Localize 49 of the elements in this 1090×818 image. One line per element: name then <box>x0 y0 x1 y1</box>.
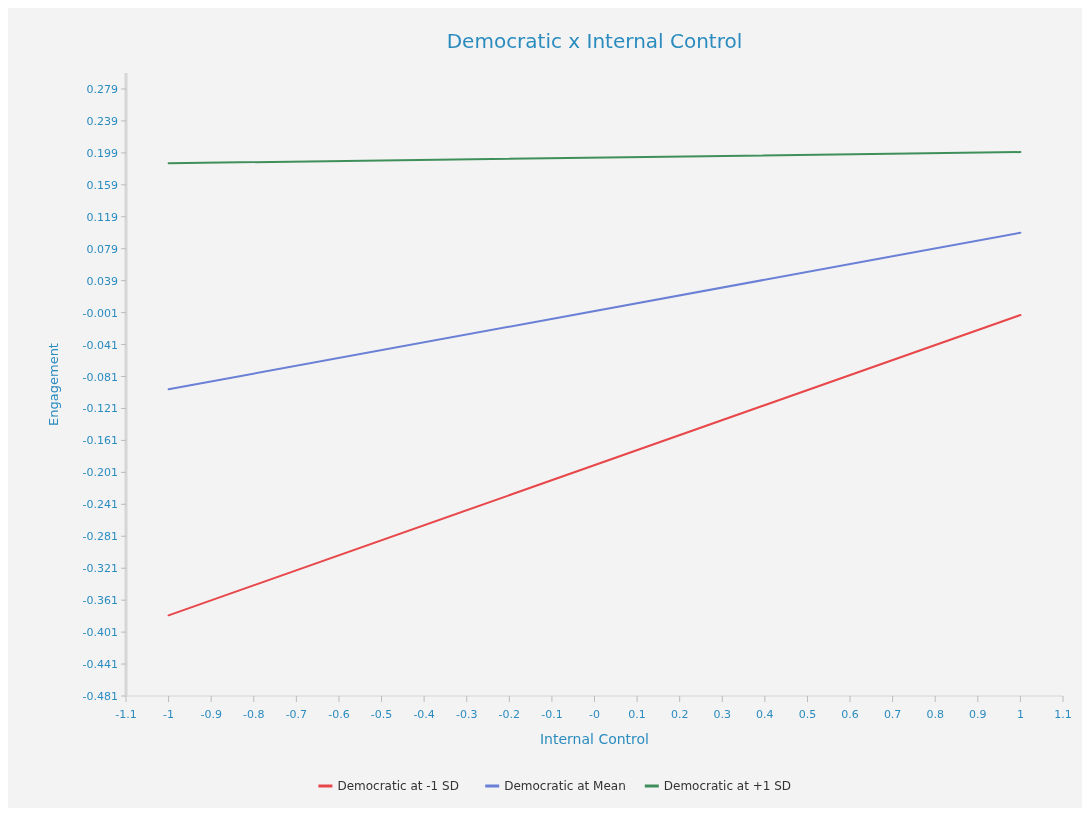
x-tick-label: 0.5 <box>798 708 817 721</box>
y-tick-label: -0.361 <box>82 594 118 608</box>
x-tick-label: 0.1 <box>628 708 646 721</box>
y-tick-label: 0.279 <box>86 82 118 96</box>
x-tick-label: -0.9 <box>200 708 222 721</box>
x-tick-label: 1.1 <box>1054 708 1072 721</box>
chart-title: Democratic x Internal Control <box>446 29 743 53</box>
x-tick-label: 0.8 <box>926 708 944 721</box>
x-axis-title: Internal Control <box>539 731 650 747</box>
y-tick-label: -0.401 <box>82 626 118 640</box>
x-tick-label: 0.4 <box>756 708 774 721</box>
y-tick-label: -0.281 <box>82 530 118 544</box>
legend-label: Democratic at Mean <box>504 779 626 793</box>
x-tick-label: 0.3 <box>713 708 732 721</box>
x-tick-label: -1.1 <box>115 708 137 721</box>
legend-label: Democratic at -1 SD <box>337 779 459 793</box>
x-tick-label: -1 <box>163 708 175 721</box>
y-tick-label: -0.161 <box>82 434 118 448</box>
y-tick-label: 0.199 <box>86 146 118 160</box>
x-tick-label: -0 <box>589 708 600 721</box>
x-tick-label: 0.9 <box>969 708 987 721</box>
x-tick-label: -0.1 <box>541 708 563 721</box>
y-tick-label: 0.079 <box>86 242 118 256</box>
y-tick-label: -0.481 <box>82 690 118 703</box>
y-tick-label: -0.041 <box>82 338 118 352</box>
y-tick-label: -0.441 <box>82 658 118 672</box>
x-tick-label: -0.5 <box>370 708 393 721</box>
x-tick-label: -0.6 <box>328 708 350 721</box>
y-tick-label: 0.119 <box>86 210 118 224</box>
y-tick-label: -0.241 <box>82 498 118 512</box>
y-tick-label: -0.201 <box>82 466 118 480</box>
y-axis-title: Engagement <box>46 343 61 426</box>
y-tick-label: -0.081 <box>82 370 118 384</box>
y-tick-label: 0.039 <box>86 274 118 288</box>
x-tick-label: -0.8 <box>243 708 265 721</box>
x-tick-label: 0.6 <box>841 708 859 721</box>
y-tick-label: 0.239 <box>86 114 118 128</box>
y-tick-label: -0.001 <box>82 306 118 320</box>
x-tick-label: 1 <box>1016 708 1024 721</box>
x-tick-label: 0.7 <box>883 708 902 721</box>
x-tick-label: -0.3 <box>455 708 478 721</box>
x-tick-label: -0.4 <box>413 708 435 721</box>
y-tick-label: 0.159 <box>86 178 118 192</box>
y-tick-label: -0.121 <box>82 402 118 416</box>
x-tick-label: 0.2 <box>670 708 689 721</box>
y-tick-label: -0.321 <box>82 562 118 576</box>
x-tick-label: -0.7 <box>285 708 308 721</box>
legend-label: Democratic at +1 SD <box>663 779 792 793</box>
x-tick-label: -0.2 <box>498 708 521 721</box>
